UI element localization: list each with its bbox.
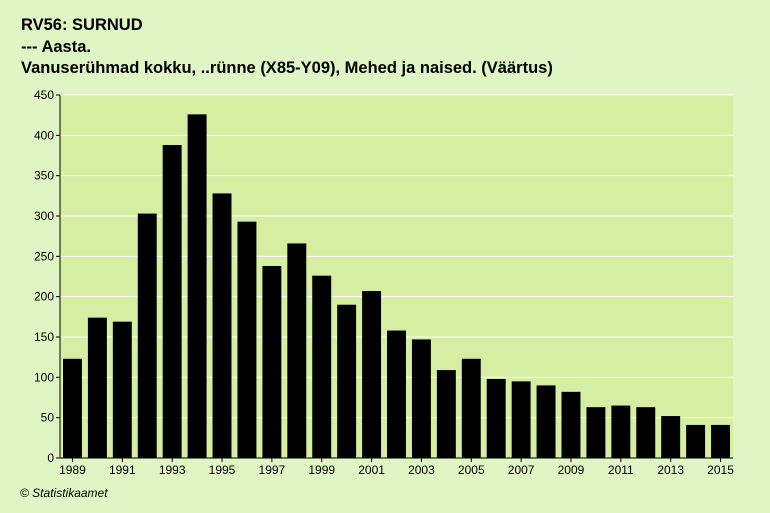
chart-period: --- Aasta. bbox=[21, 37, 91, 56]
bar-2012 bbox=[636, 407, 656, 458]
x-tick-label: 2007 bbox=[508, 463, 535, 477]
bar-1998 bbox=[287, 243, 307, 458]
bar-2011 bbox=[611, 405, 631, 458]
bar-1993 bbox=[162, 145, 182, 458]
x-tick-label: 2003 bbox=[408, 463, 435, 477]
bar-1994 bbox=[187, 114, 207, 459]
bar-2005 bbox=[461, 358, 481, 458]
y-tick-label: 100 bbox=[34, 370, 54, 384]
chart-title-block: RV56: SURNUD --- Aasta. Vanuserühmad kok… bbox=[21, 15, 553, 80]
bar-2007 bbox=[511, 381, 531, 458]
x-tick-label: 1991 bbox=[109, 463, 136, 477]
y-tick-label: 50 bbox=[41, 411, 55, 425]
x-tick-label: 2009 bbox=[558, 463, 585, 477]
x-tick-label: 2013 bbox=[657, 463, 684, 477]
bar-2006 bbox=[486, 378, 506, 458]
bar-1991 bbox=[112, 321, 132, 458]
bar-2000 bbox=[337, 304, 357, 458]
bar-2008 bbox=[536, 385, 556, 458]
x-tick-label: 2015 bbox=[707, 463, 734, 477]
bar-2001 bbox=[362, 291, 382, 458]
bar-1995 bbox=[212, 193, 232, 458]
y-tick-label: 350 bbox=[34, 169, 54, 183]
bar-2002 bbox=[387, 330, 406, 458]
bar-1996 bbox=[237, 221, 257, 458]
y-tick-label: 300 bbox=[34, 209, 54, 223]
bar-1990 bbox=[87, 317, 107, 458]
chart-title: RV56: SURNUD bbox=[21, 16, 143, 34]
y-tick-label: 0 bbox=[47, 451, 54, 465]
chart-subtitle: Vanuserühmad kokku, ..rünne (X85-Y09), M… bbox=[21, 59, 553, 77]
x-tick-label: 1993 bbox=[159, 463, 186, 477]
x-tick-label: 2005 bbox=[458, 463, 485, 477]
bar-1989 bbox=[62, 358, 82, 458]
y-tick-label: 450 bbox=[34, 88, 54, 102]
bar-2013 bbox=[661, 416, 681, 458]
y-tick-label: 150 bbox=[34, 330, 54, 344]
x-tick-label: 2011 bbox=[608, 463, 634, 477]
bar-1997 bbox=[262, 266, 282, 458]
copyright-note: © Statistikaamet bbox=[20, 486, 108, 500]
x-tick-label: 2001 bbox=[358, 463, 385, 477]
x-tick-label: 1995 bbox=[209, 463, 236, 477]
x-tick-label: 1999 bbox=[308, 463, 335, 477]
bar-2003 bbox=[411, 339, 431, 458]
bar-1992 bbox=[137, 213, 157, 458]
y-tick-label: 250 bbox=[34, 249, 54, 263]
bar-2009 bbox=[561, 391, 581, 458]
x-tick-label: 1989 bbox=[59, 463, 86, 477]
bar-2010 bbox=[586, 407, 606, 458]
bar-2004 bbox=[436, 370, 456, 458]
bar-2015 bbox=[711, 424, 731, 458]
x-tick-label: 1997 bbox=[259, 463, 286, 477]
y-tick-label: 200 bbox=[34, 290, 54, 304]
bar-2014 bbox=[686, 424, 706, 458]
y-tick-label: 400 bbox=[34, 128, 54, 142]
bar-1999 bbox=[312, 275, 332, 458]
